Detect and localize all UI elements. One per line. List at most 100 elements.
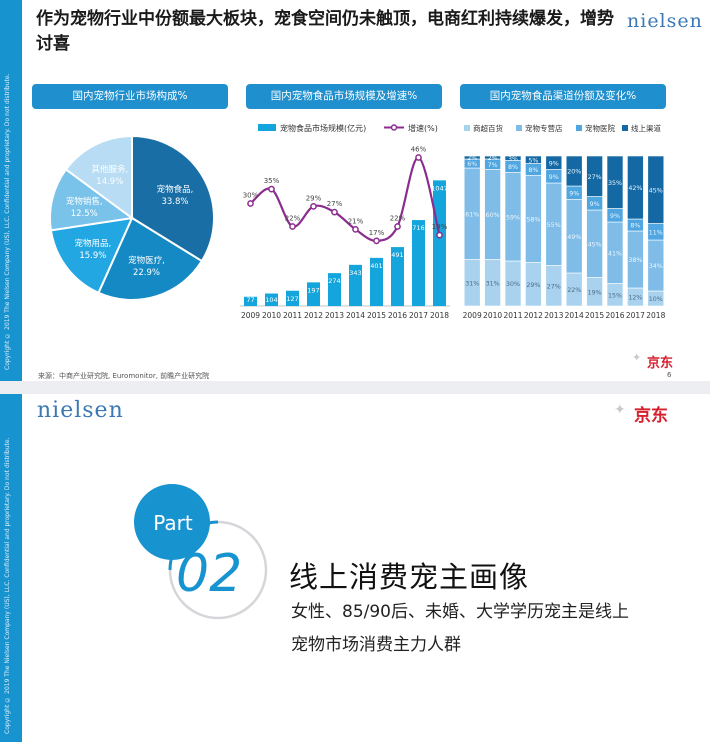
stack-value-label: 27% bbox=[547, 283, 561, 290]
stack-value-label: 3% bbox=[508, 156, 518, 163]
stack-value-label: 11% bbox=[649, 229, 663, 236]
stack-value-label: 45% bbox=[649, 187, 663, 194]
x-tick-label: 2017 bbox=[409, 311, 428, 320]
section-heading: 线上消费宠主画像 bbox=[289, 560, 530, 594]
stack-value-label: 20% bbox=[567, 169, 581, 176]
legend-swatch bbox=[516, 125, 522, 131]
pie-slice-name: 宠物用品, bbox=[74, 238, 111, 249]
slide-section-cover: Copyright © 2019 The Nielsen Company (US… bbox=[0, 394, 710, 742]
pie-slice-value: 12.5% bbox=[71, 209, 98, 219]
pie-slice-value: 33.8% bbox=[161, 197, 188, 207]
part-badge bbox=[134, 484, 210, 560]
jd-dog-icon: ✦ bbox=[632, 351, 642, 364]
stack-segment bbox=[484, 155, 501, 160]
growth-line bbox=[249, 156, 441, 242]
nielsen-logo: nielsen bbox=[37, 398, 124, 423]
x-tick-label: 2015 bbox=[585, 311, 604, 320]
growth-point bbox=[310, 203, 317, 210]
stack-segment bbox=[463, 155, 481, 160]
pie-panel-title: 国内宠物行业市场构成% bbox=[32, 84, 228, 109]
stack-value-label: 7% bbox=[488, 162, 498, 169]
legend-swatch bbox=[622, 125, 628, 131]
part-number: 02 bbox=[176, 544, 243, 604]
legend-label: 宠物医院 bbox=[585, 123, 615, 133]
bar-value-label: 104 bbox=[265, 296, 277, 304]
growth-point bbox=[331, 208, 338, 216]
pie-slice-name: 宠物医疗, bbox=[128, 255, 165, 266]
side-bar: Copyright © 2019 The Nielsen Company (US… bbox=[0, 394, 22, 742]
growth-point bbox=[247, 200, 254, 207]
growth-value-label: 21% bbox=[348, 217, 364, 225]
growth-point bbox=[268, 185, 275, 193]
stack-value-label: 8% bbox=[508, 164, 518, 171]
section-graphic bbox=[22, 484, 710, 620]
x-tick-label: 2013 bbox=[544, 311, 563, 320]
part-label: Part bbox=[153, 511, 193, 535]
bar-panel-title: 国内宠物食品市场规模及增速% bbox=[246, 84, 442, 109]
x-tick-label: 2009 bbox=[241, 311, 260, 320]
section-body-line-2: 宠物市场消费主力人群 bbox=[291, 635, 461, 655]
bar-value-label: 343 bbox=[349, 269, 361, 277]
bar bbox=[328, 273, 341, 306]
x-tick-label: 2010 bbox=[483, 311, 502, 320]
stack-value-label: 27% bbox=[588, 174, 602, 181]
source-note: 来源：中商产业研究院, Euromonitor, 前瞻产业研究院 bbox=[38, 372, 210, 380]
stack-value-label: 30% bbox=[506, 281, 520, 288]
growth-value-label: 35% bbox=[264, 177, 280, 185]
stack-value-label: 6% bbox=[467, 161, 477, 168]
legend-label: 宠物专营店 bbox=[525, 123, 563, 133]
stack-value-label: 60% bbox=[486, 212, 500, 219]
x-tick-label: 2018 bbox=[430, 311, 449, 320]
page-number: 6 bbox=[667, 371, 672, 379]
legend-label-line: 增速(%) bbox=[408, 123, 438, 133]
stack-value-label: 42% bbox=[628, 185, 642, 192]
bar bbox=[286, 290, 299, 306]
market-pie-chart: 宠物食品, 33.8% 宠物医疗, 22.9% 宠物用品, 15.9% 宠物销售, 12.5%… bbox=[49, 134, 215, 301]
x-tick-label: 2015 bbox=[367, 311, 386, 320]
stack-segment bbox=[647, 155, 665, 224]
growth-point bbox=[394, 223, 401, 230]
stack-value-label: 61% bbox=[465, 211, 479, 218]
jd-dog-icon: ✦ bbox=[614, 402, 626, 418]
bar bbox=[391, 247, 404, 306]
legend-marker-line bbox=[390, 124, 398, 131]
growth-value-label: 29% bbox=[306, 194, 322, 202]
side-bar: Copyright © 2019 The Nielsen Company (US… bbox=[0, 0, 22, 381]
bar-value-label: 274 bbox=[328, 277, 340, 285]
stack-value-label: 38% bbox=[628, 257, 642, 264]
slide-separator bbox=[0, 381, 710, 394]
pie-slice-value: 22.9% bbox=[133, 268, 160, 278]
stack-segment bbox=[545, 155, 563, 170]
bar bbox=[265, 293, 278, 306]
stack-segment bbox=[525, 155, 542, 164]
bar bbox=[433, 180, 446, 306]
pie-slice bbox=[64, 134, 133, 220]
bar bbox=[412, 220, 425, 306]
x-tick-label: 2010 bbox=[262, 311, 281, 320]
x-tick-label: 2011 bbox=[283, 311, 302, 320]
stack-value-label: 31% bbox=[486, 280, 500, 287]
pie-slice-value: 14.9% bbox=[96, 177, 123, 187]
bar-value-label: 401 bbox=[370, 262, 382, 270]
section-body-line-1: 女性、85/90后、未婚、大学学历宠主是线上 bbox=[291, 602, 629, 622]
bar bbox=[307, 282, 320, 306]
x-tick-label: 2009 bbox=[463, 311, 482, 320]
growth-value-label: 17% bbox=[369, 229, 385, 237]
stack-value-label: 58% bbox=[526, 217, 540, 224]
pie-slice-name: 宠物食品, bbox=[157, 184, 194, 195]
copyright-note: Copyright © 2019 The Nielsen Company (US… bbox=[4, 73, 11, 371]
bar-value-label: 491 bbox=[391, 251, 403, 259]
stack-value-label: 2% bbox=[467, 155, 477, 162]
growth-point bbox=[436, 231, 443, 239]
stack-segment bbox=[586, 155, 603, 197]
bar-value-label: 1047 bbox=[431, 184, 448, 192]
pie-slice bbox=[49, 167, 135, 232]
food-market-size-chart: 宠物食品市场规模(亿元) 增速(%) 77 2009 104 2010 127 2011 197… bbox=[240, 123, 450, 320]
stack-value-label: 49% bbox=[567, 234, 581, 241]
stack-value-label: 9% bbox=[549, 174, 559, 181]
stack-value-label: 35% bbox=[608, 180, 622, 187]
x-tick-label: 2017 bbox=[626, 311, 645, 320]
legend-swatch bbox=[464, 125, 470, 131]
growth-value-label: 22% bbox=[390, 215, 406, 223]
stack-value-label: 15% bbox=[608, 292, 622, 299]
